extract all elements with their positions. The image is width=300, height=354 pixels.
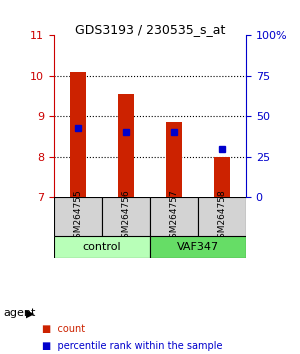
Bar [150, 236, 246, 258]
Text: ▶: ▶ [26, 308, 34, 318]
Text: GDS3193 / 230535_s_at: GDS3193 / 230535_s_at [75, 23, 225, 36]
Text: control: control [83, 242, 121, 252]
Text: GSM264757: GSM264757 [169, 189, 178, 244]
Bar [54, 236, 150, 258]
Bar [70, 72, 86, 197]
Text: GSM264756: GSM264756 [122, 189, 130, 244]
Bar [214, 156, 230, 197]
Bar [54, 197, 102, 236]
Bar [198, 197, 246, 236]
Text: VAF347: VAF347 [177, 242, 219, 252]
Text: GSM264758: GSM264758 [218, 189, 226, 244]
Bar [102, 197, 150, 236]
Bar [118, 94, 134, 197]
Text: ■  count: ■ count [42, 324, 85, 334]
Bar [166, 122, 182, 197]
Text: GSM264755: GSM264755 [74, 189, 82, 244]
Text: agent: agent [3, 308, 35, 318]
Text: ■  percentile rank within the sample: ■ percentile rank within the sample [42, 341, 223, 351]
Bar [150, 197, 198, 236]
